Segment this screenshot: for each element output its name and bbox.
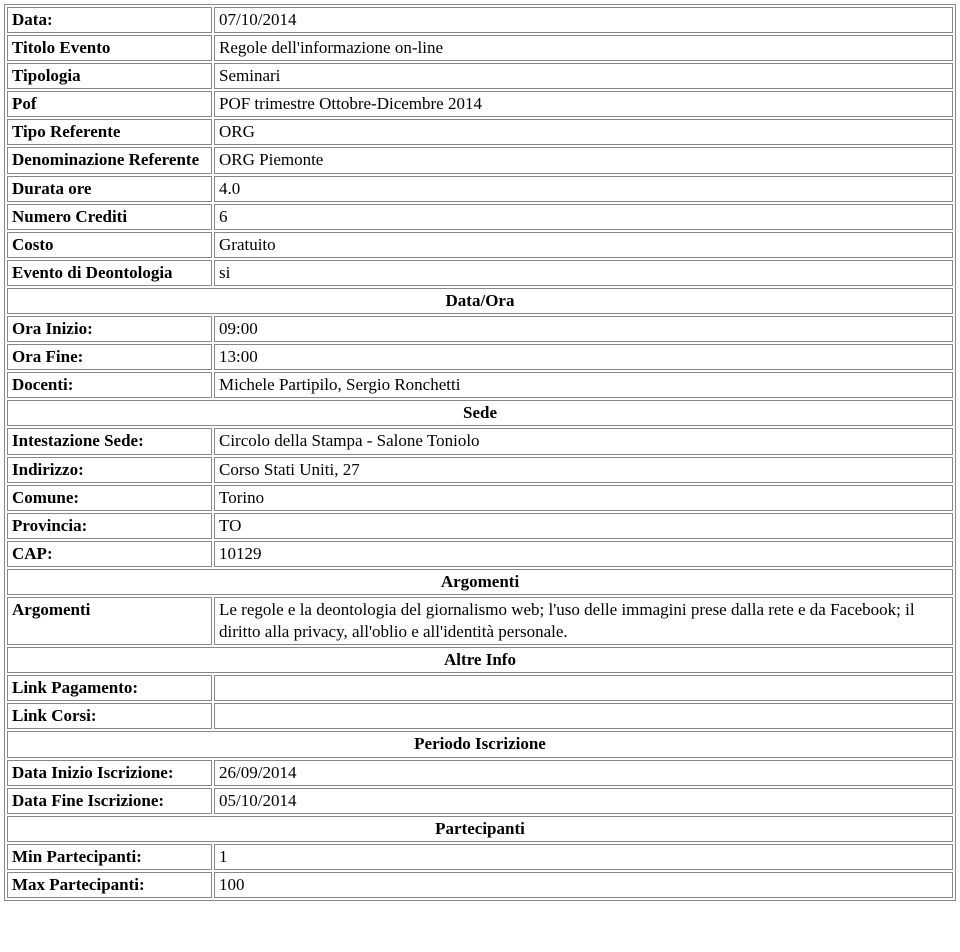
row-link-corsi: Link Corsi: <box>7 703 953 729</box>
label-ora-inizio: Ora Inizio: <box>7 316 212 342</box>
value-data: 07/10/2014 <box>214 7 953 33</box>
value-tipo-referente: ORG <box>214 119 953 145</box>
section-header-altre-info: Altre Info <box>7 647 953 673</box>
row-ora-inizio: Ora Inizio:09:00 <box>7 316 953 342</box>
label-comune: Comune: <box>7 485 212 511</box>
value-ora-fine: 13:00 <box>214 344 953 370</box>
section-header-sede: Sede <box>7 400 953 426</box>
value-crediti: 6 <box>214 204 953 230</box>
label-costo: Costo <box>7 232 212 258</box>
section-partecipanti: Partecipanti <box>7 816 953 842</box>
label-durata: Durata ore <box>7 176 212 202</box>
label-min-partecipanti: Min Partecipanti: <box>7 844 212 870</box>
row-pof: PofPOF trimestre Ottobre-Dicembre 2014 <box>7 91 953 117</box>
value-tipologia: Seminari <box>214 63 953 89</box>
value-intestazione-sede: Circolo della Stampa - Salone Toniolo <box>214 428 953 454</box>
section-header-data-ora: Data/Ora <box>7 288 953 314</box>
label-deontologia: Evento di Deontologia <box>7 260 212 286</box>
row-denom-referente: Denominazione ReferenteORG Piemonte <box>7 147 953 173</box>
row-data: Data:07/10/2014 <box>7 7 953 33</box>
section-altre-info: Altre Info <box>7 647 953 673</box>
row-data-fine-iscrizione: Data Fine Iscrizione:05/10/2014 <box>7 788 953 814</box>
row-data-inizio-iscrizione: Data Inizio Iscrizione:26/09/2014 <box>7 760 953 786</box>
label-provincia: Provincia: <box>7 513 212 539</box>
event-detail-table: Data:07/10/2014 Titolo EventoRegole dell… <box>4 4 956 901</box>
value-pof: POF trimestre Ottobre-Dicembre 2014 <box>214 91 953 117</box>
value-min-partecipanti: 1 <box>214 844 953 870</box>
label-indirizzo: Indirizzo: <box>7 457 212 483</box>
row-min-partecipanti: Min Partecipanti:1 <box>7 844 953 870</box>
value-deontologia: si <box>214 260 953 286</box>
row-tipo-referente: Tipo ReferenteORG <box>7 119 953 145</box>
value-costo: Gratuito <box>214 232 953 258</box>
value-ora-inizio: 09:00 <box>214 316 953 342</box>
label-link-pagamento: Link Pagamento: <box>7 675 212 701</box>
row-tipologia: TipologiaSeminari <box>7 63 953 89</box>
row-cap: CAP:10129 <box>7 541 953 567</box>
label-data-fine-iscrizione: Data Fine Iscrizione: <box>7 788 212 814</box>
label-ora-fine: Ora Fine: <box>7 344 212 370</box>
value-denom-referente: ORG Piemonte <box>214 147 953 173</box>
value-link-corsi <box>214 703 953 729</box>
value-max-partecipanti: 100 <box>214 872 953 898</box>
value-indirizzo: Corso Stati Uniti, 27 <box>214 457 953 483</box>
value-comune: Torino <box>214 485 953 511</box>
value-cap: 10129 <box>214 541 953 567</box>
label-crediti: Numero Crediti <box>7 204 212 230</box>
label-data: Data: <box>7 7 212 33</box>
value-docenti: Michele Partipilo, Sergio Ronchetti <box>214 372 953 398</box>
row-comune: Comune:Torino <box>7 485 953 511</box>
value-provincia: TO <box>214 513 953 539</box>
row-max-partecipanti: Max Partecipanti:100 <box>7 872 953 898</box>
label-denom-referente: Denominazione Referente <box>7 147 212 173</box>
section-argomenti: Argomenti <box>7 569 953 595</box>
row-docenti: Docenti:Michele Partipilo, Sergio Ronche… <box>7 372 953 398</box>
section-header-periodo-iscrizione: Periodo Iscrizione <box>7 731 953 757</box>
label-tipologia: Tipologia <box>7 63 212 89</box>
value-data-inizio-iscrizione: 26/09/2014 <box>214 760 953 786</box>
label-pof: Pof <box>7 91 212 117</box>
row-link-pagamento: Link Pagamento: <box>7 675 953 701</box>
label-link-corsi: Link Corsi: <box>7 703 212 729</box>
label-titolo: Titolo Evento <box>7 35 212 61</box>
row-intestazione-sede: Intestazione Sede:Circolo della Stampa -… <box>7 428 953 454</box>
section-data-ora: Data/Ora <box>7 288 953 314</box>
row-deontologia: Evento di Deontologiasi <box>7 260 953 286</box>
label-data-inizio-iscrizione: Data Inizio Iscrizione: <box>7 760 212 786</box>
row-titolo: Titolo EventoRegole dell'informazione on… <box>7 35 953 61</box>
value-data-fine-iscrizione: 05/10/2014 <box>214 788 953 814</box>
row-ora-fine: Ora Fine:13:00 <box>7 344 953 370</box>
row-costo: CostoGratuito <box>7 232 953 258</box>
row-argomenti: ArgomentiLe regole e la deontologia del … <box>7 597 953 645</box>
label-intestazione-sede: Intestazione Sede: <box>7 428 212 454</box>
value-titolo: Regole dell'informazione on-line <box>214 35 953 61</box>
value-argomenti: Le regole e la deontologia del giornalis… <box>214 597 953 645</box>
label-argomenti: Argomenti <box>7 597 212 645</box>
section-header-argomenti: Argomenti <box>7 569 953 595</box>
row-indirizzo: Indirizzo:Corso Stati Uniti, 27 <box>7 457 953 483</box>
label-cap: CAP: <box>7 541 212 567</box>
row-crediti: Numero Crediti6 <box>7 204 953 230</box>
row-provincia: Provincia:TO <box>7 513 953 539</box>
row-durata: Durata ore4.0 <box>7 176 953 202</box>
value-durata: 4.0 <box>214 176 953 202</box>
label-max-partecipanti: Max Partecipanti: <box>7 872 212 898</box>
label-tipo-referente: Tipo Referente <box>7 119 212 145</box>
label-docenti: Docenti: <box>7 372 212 398</box>
section-header-partecipanti: Partecipanti <box>7 816 953 842</box>
section-sede: Sede <box>7 400 953 426</box>
value-link-pagamento <box>214 675 953 701</box>
section-periodo-iscrizione: Periodo Iscrizione <box>7 731 953 757</box>
